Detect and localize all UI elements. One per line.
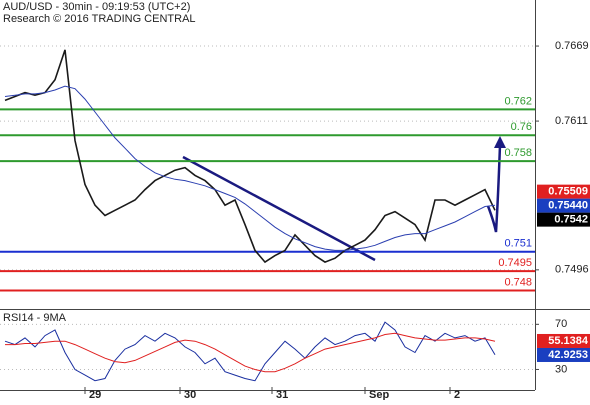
price-tag-label: 55.1384 — [548, 335, 589, 347]
x-tick-label: 2 — [454, 389, 460, 400]
price-tag-label: 42.9253 — [548, 349, 588, 361]
level-label: 0.748 — [504, 276, 532, 288]
series-line — [4, 85, 496, 251]
y-tick-label: 0.7496 — [555, 264, 589, 276]
forecast-arrow — [486, 144, 502, 233]
x-tick-label: 29 — [89, 389, 101, 400]
y-tick-label: 70 — [555, 318, 567, 330]
series-line — [4, 49, 496, 264]
y-tick-label: 30 — [555, 363, 567, 375]
price-tag — [537, 212, 590, 227]
level-label: 0.751 — [504, 238, 532, 250]
price-tag-label: 0.75509 — [548, 186, 588, 198]
forecast-arrowhead — [494, 136, 506, 148]
trend-line — [182, 155, 376, 262]
level-label: 0.758 — [504, 147, 532, 159]
rsi-title: RSI14 - 9MA — [3, 312, 67, 324]
price-tag — [537, 184, 590, 199]
level-label: 0.76 — [511, 121, 532, 133]
x-tick-label: 31 — [276, 389, 288, 400]
x-tick-label: 30 — [184, 389, 196, 400]
level-label: 0.762 — [504, 95, 532, 107]
price-tag — [537, 347, 590, 362]
series-line — [4, 321, 496, 382]
price-tag-label: 0.75440 — [548, 200, 588, 212]
price-tag-label: 0.7542 — [554, 214, 588, 226]
series-line — [5, 332, 496, 373]
price-tag — [537, 333, 590, 348]
chart-title: AUD/USD - 30min - 09:19:53 (UTC+2) — [3, 1, 190, 13]
y-tick-label: 0.7669 — [555, 40, 589, 52]
x-tick-label: Sep — [369, 389, 389, 400]
chart-subtitle: Research © 2016 TRADING CENTRAL — [3, 13, 196, 25]
level-label: 0.7495 — [498, 257, 532, 269]
y-tick-label: 0.7611 — [555, 115, 588, 127]
price-tag — [537, 198, 590, 213]
